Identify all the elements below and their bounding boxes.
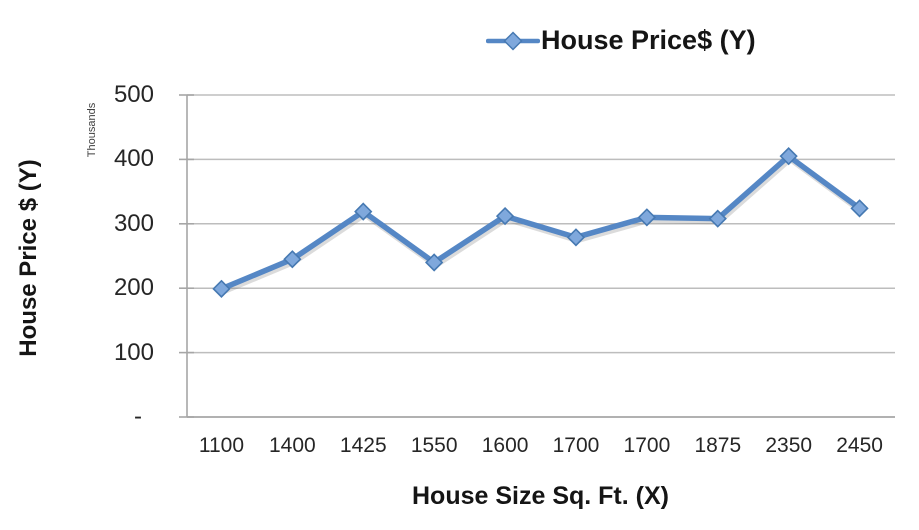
x-tick-label: 1400 — [269, 434, 316, 457]
y-axis-tick-labels: - 100 200 300 400 500 — [0, 0, 154, 530]
x-tick-label: 1425 — [339, 434, 387, 457]
y-tick-label: - — [134, 403, 142, 430]
y-tick-label: 300 — [113, 209, 154, 237]
legend-line-marker-icon — [486, 30, 540, 51]
data-point-marker — [708, 209, 727, 228]
legend-label: House Price$ (Y) — [541, 25, 756, 55]
y-tick-label: 200 — [113, 274, 154, 302]
x-axis-title: House Size Sq. Ft. (X) — [412, 482, 669, 510]
data-point-marker — [495, 206, 515, 226]
chart-legend: House Price$ (Y) — [486, 25, 756, 56]
x-axis-tick-labels: 1100 1400 1425 1550 1600 1700 1700 1875 2350 2450 — [186, 434, 895, 458]
x-tick-label: 1875 — [694, 434, 742, 457]
data-point-marker — [779, 147, 798, 166]
x-tick-label: 1700 — [552, 434, 600, 457]
x-tick-label: 2450 — [836, 434, 883, 457]
data-point-marker — [850, 199, 869, 218]
x-tick-label: 1700 — [623, 434, 671, 457]
data-point-marker — [425, 253, 444, 272]
x-tick-label: 1100 — [198, 434, 245, 457]
data-point-marker — [283, 250, 302, 269]
x-tick-label: 1550 — [410, 434, 458, 457]
series-line — [218, 153, 863, 292]
data-point-marker — [637, 208, 656, 227]
y-tick-label: 400 — [113, 145, 154, 173]
data-point-marker — [212, 279, 231, 298]
x-tick-label: 2350 — [765, 434, 813, 457]
y-tick-label: 500 — [113, 81, 154, 108]
y-tick-label: 100 — [113, 338, 154, 366]
data-point-marker — [354, 202, 373, 221]
data-point-marker — [566, 228, 586, 247]
x-tick-label: 1600 — [481, 434, 529, 457]
